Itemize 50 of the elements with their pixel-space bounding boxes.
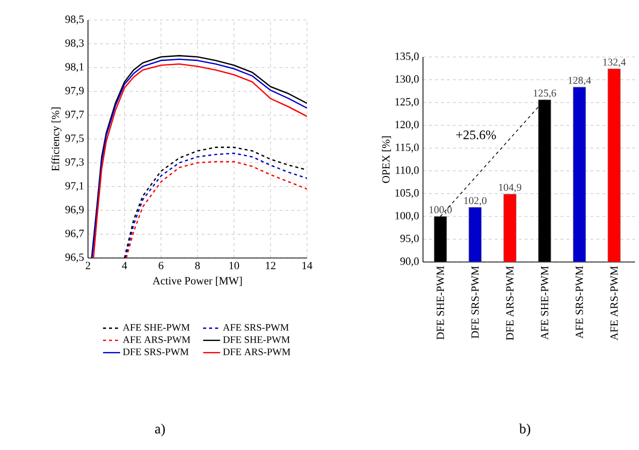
y-tick-label: 100,0 — [395, 212, 419, 221]
x-tick-label: 6 — [158, 262, 164, 270]
text: b) — [519, 424, 530, 436]
y-tick-label: 105,0 — [395, 189, 419, 198]
x-tick-label: 14 — [302, 262, 312, 270]
y-tick-label: 115,0 — [396, 144, 419, 153]
y-tick-label: 120,0 — [395, 120, 419, 130]
y-tick-label: 96,9 — [65, 206, 84, 215]
y-tick-label: 97,5 — [65, 134, 84, 144]
y-tick-label: 98,1 — [65, 63, 84, 72]
text: a) — [155, 424, 165, 436]
annotation: +25.6% — [456, 130, 496, 140]
data-label: 104,9 — [499, 184, 522, 192]
x-tick-label: 8 — [195, 262, 200, 270]
y-tick-label: 95,0 — [400, 234, 419, 244]
legend-label: DFE SRS-PWM — [122, 348, 189, 356]
y-tick-label: 98,3 — [65, 39, 84, 48]
data-label: 132,4 — [603, 58, 626, 68]
x-tick-label: AFE ARS-PWM — [610, 266, 618, 340]
y-axis-title: Efficiency [%] — [51, 108, 62, 171]
data-label: 102,0 — [464, 197, 486, 206]
y-tick-label: 97,1 — [65, 182, 84, 192]
data-label: 125,6 — [534, 90, 556, 98]
y-tick-label: 98,5 — [65, 16, 84, 24]
x-tick-label: 12 — [266, 262, 276, 270]
y-axis-title: OPEX [%] — [382, 136, 391, 183]
x-tick-label: DFE SHE-PWM — [436, 266, 444, 340]
y-tick-label: 96,5 — [65, 254, 84, 262]
y-tick-label: 135,0 — [395, 52, 419, 62]
y-tick-label: 97,3 — [65, 158, 84, 168]
legend-label: AFE SHE-PWM — [122, 324, 190, 331]
x-tick-label: 10 — [229, 262, 240, 270]
data-label: 100,0 — [430, 206, 452, 215]
y-tick-label: 97,7 — [65, 110, 84, 120]
x-tick-label: DFE SRS-PWM — [471, 266, 479, 338]
data-label: 128,4 — [568, 76, 591, 86]
y-tick-label: 130,0 — [395, 75, 419, 84]
y-tick-label: 90,0 — [400, 258, 419, 266]
x-tick-label: AFE SRS-PWM — [576, 266, 584, 339]
y-tick-label: 110,0 — [396, 166, 419, 176]
x-tick-label: DFE ARS-PWM — [506, 266, 514, 340]
x-tick-label: 2 — [86, 262, 90, 270]
x-tick-label: AFE SHE-PWM — [540, 266, 548, 340]
x-tick-label: 4 — [122, 262, 128, 270]
legend-label: DFE ARS-PWM — [223, 348, 290, 356]
y-tick-label: 96,7 — [65, 230, 84, 239]
y-tick-label: 125,0 — [395, 98, 419, 108]
legend-label: AFE SRS-PWM — [222, 324, 289, 331]
y-tick-label: 97,9 — [65, 86, 84, 96]
x-axis-title: Active Power [MW] — [152, 276, 242, 286]
